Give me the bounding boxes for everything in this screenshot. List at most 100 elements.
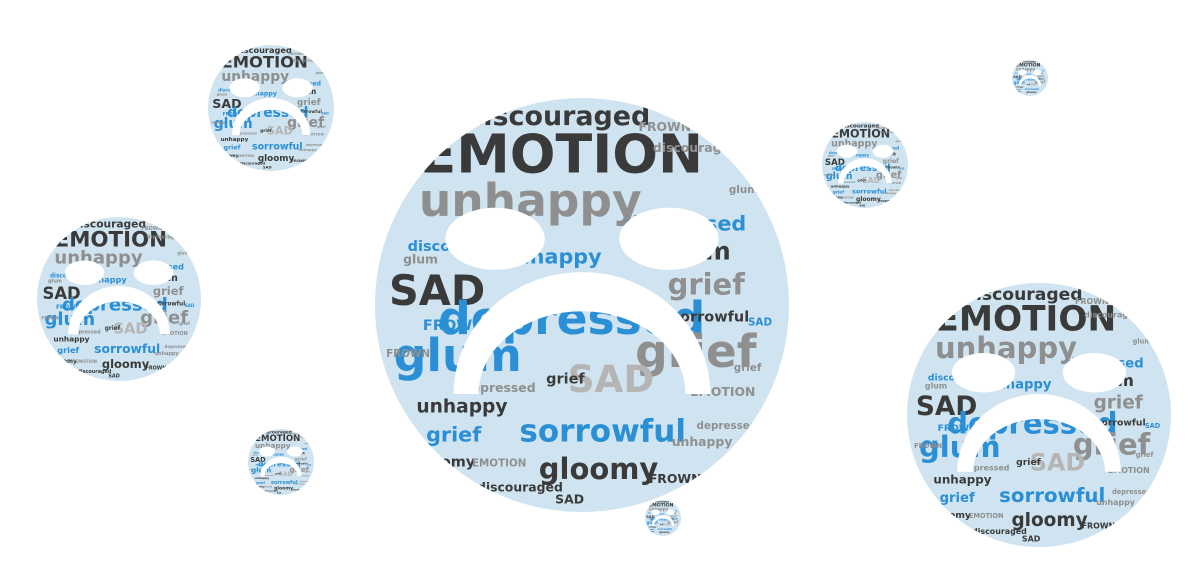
word-emotion: EMOTION	[1023, 58, 1035, 61]
word-gloomy: gloomy	[830, 196, 842, 200]
left-eye	[836, 144, 858, 158]
sad-face-tiny-top-right: sorrowfulEMOTIONdiscouragedEMOTIONunhapp…	[1012, 58, 1048, 96]
sad-face-small-upper-right: sorrowfulEMOTIONdiscouragedFROWNEMOTIONd…	[822, 122, 908, 212]
word-unhappy: unhappy	[221, 137, 249, 143]
word-sad: SAD	[646, 515, 654, 519]
word-sorrowful: sorrowful	[94, 203, 125, 209]
word-emotion: EMOTION	[649, 502, 674, 508]
word-sorrowful: sorrowful	[998, 259, 1048, 270]
word-unhappy: unhappy	[672, 434, 733, 449]
word-glum: glum	[729, 184, 758, 196]
word-grief: grief	[1027, 83, 1031, 86]
word-depressed: depressed	[650, 517, 673, 522]
word-emotion: EMOTION	[1016, 62, 1041, 68]
word-discouraged: discouraged	[477, 479, 563, 494]
word-frown: FROWN	[291, 158, 307, 163]
right-eye	[619, 207, 719, 270]
word-unhappy: unhappy	[1016, 66, 1036, 71]
word-depressed: depressed	[164, 344, 188, 349]
right-eye	[666, 509, 675, 515]
word-grief: grief	[1037, 74, 1045, 78]
word-emotion: EMOTION	[1108, 466, 1150, 475]
word-emotion: EMOTION	[842, 197, 853, 200]
word-frown: FROWN	[250, 469, 258, 471]
word-sorrowful: sorrowful	[1021, 547, 1078, 559]
word-frown: FROWN	[292, 489, 301, 491]
word-grief: grief	[224, 145, 241, 152]
word-sad: SAD	[555, 492, 584, 507]
word-sorrowful: sorrowful	[271, 423, 284, 426]
word-emotion: EMOTION	[267, 425, 288, 430]
word-sad: SAD	[43, 284, 81, 303]
word-gloomy: gloomy	[1011, 510, 1087, 531]
word-unhappy: unhappy	[295, 483, 305, 485]
word-emotion: EMOTION	[984, 268, 1067, 287]
word-frown: FROWN	[1075, 297, 1109, 306]
word-sorrowful: sorrowful	[1025, 87, 1040, 91]
word-emotion: EMOTION	[304, 132, 324, 137]
word-glum: glum	[647, 520, 658, 525]
word-glum: glum	[925, 382, 947, 391]
word-sorrowful: sorrowful	[999, 484, 1105, 507]
word-grief: grief	[670, 514, 678, 518]
word-frown: FROWN	[1082, 522, 1116, 531]
word-sorrowful: sorrowful	[94, 342, 160, 356]
word-depressed: depressed	[963, 463, 1009, 472]
word-glum: glum	[217, 91, 228, 96]
word-frown: FROWN	[649, 471, 702, 486]
word-emotion: EMOTION	[255, 434, 300, 444]
word-discouraged: discouraged	[880, 130, 898, 134]
word-sorrowful: sorrowful	[108, 381, 143, 389]
word-glum: glum	[826, 171, 853, 182]
word-grief: grief	[260, 128, 272, 134]
word-discouraged: discouraged	[1020, 60, 1036, 63]
word-frown: FROWN	[41, 316, 59, 321]
word-grief: grief	[1094, 392, 1144, 413]
word-unhappy: unhappy	[649, 526, 658, 528]
word-frown: FROWN	[914, 442, 942, 450]
word-frown: FROWN	[290, 433, 299, 435]
right-eye	[1062, 352, 1127, 393]
word-glum: glum	[48, 279, 62, 285]
word-sad: SAD	[389, 267, 485, 315]
word-frown: FROWN	[1016, 79, 1021, 81]
word-glum: glum	[1014, 80, 1025, 85]
word-sorrowful: sorrowful	[859, 208, 877, 212]
word-unhappy: unhappy	[255, 441, 291, 450]
word-depressed: depressed	[262, 474, 274, 477]
word-glum: glum	[316, 71, 326, 75]
word-sad: SAD	[662, 523, 670, 527]
word-unhappy: unhappy	[1016, 86, 1025, 88]
word-sorrowful: sorrowful	[252, 33, 276, 39]
word-grief: grief	[105, 326, 121, 332]
word-sorrowful: sorrowful	[271, 480, 298, 486]
word-sad: SAD	[1030, 448, 1085, 476]
word-sorrowful: sorrowful	[1096, 418, 1146, 429]
frown-mouth	[260, 456, 302, 477]
word-gloomy: gloomy	[258, 154, 295, 164]
word-unhappy: unhappy	[884, 191, 897, 195]
word-emotion: EMOTION	[831, 127, 890, 140]
word-sorrowful: sorrowful	[852, 187, 887, 195]
word-sad: SAD	[322, 111, 330, 115]
word-sad: SAD	[185, 303, 195, 308]
right-eye	[1033, 69, 1042, 75]
word-emotion: EMOTION	[969, 512, 1004, 520]
word-frown: FROWN	[141, 226, 162, 232]
word-unhappy: unhappy	[831, 139, 877, 150]
word-glum: glum	[828, 153, 836, 157]
word-emotion: EMOTION	[222, 53, 308, 72]
word-sorrowful: sorrowful	[658, 527, 673, 531]
word-sorrowful: sorrowful	[671, 310, 749, 326]
frown-mouth	[1018, 75, 1042, 86]
left-eye	[445, 207, 545, 270]
word-discouraged: discouraged	[293, 57, 319, 62]
word-grief: grief	[305, 471, 310, 474]
word-unhappy: unhappy	[255, 476, 270, 480]
word-emotion: EMOTION	[496, 75, 627, 104]
word-grief: grief	[1016, 457, 1042, 468]
word-grief: grief	[153, 284, 185, 298]
word-discouraged: discouraged	[77, 369, 111, 375]
word-sorrowful: sorrowful	[671, 517, 678, 520]
